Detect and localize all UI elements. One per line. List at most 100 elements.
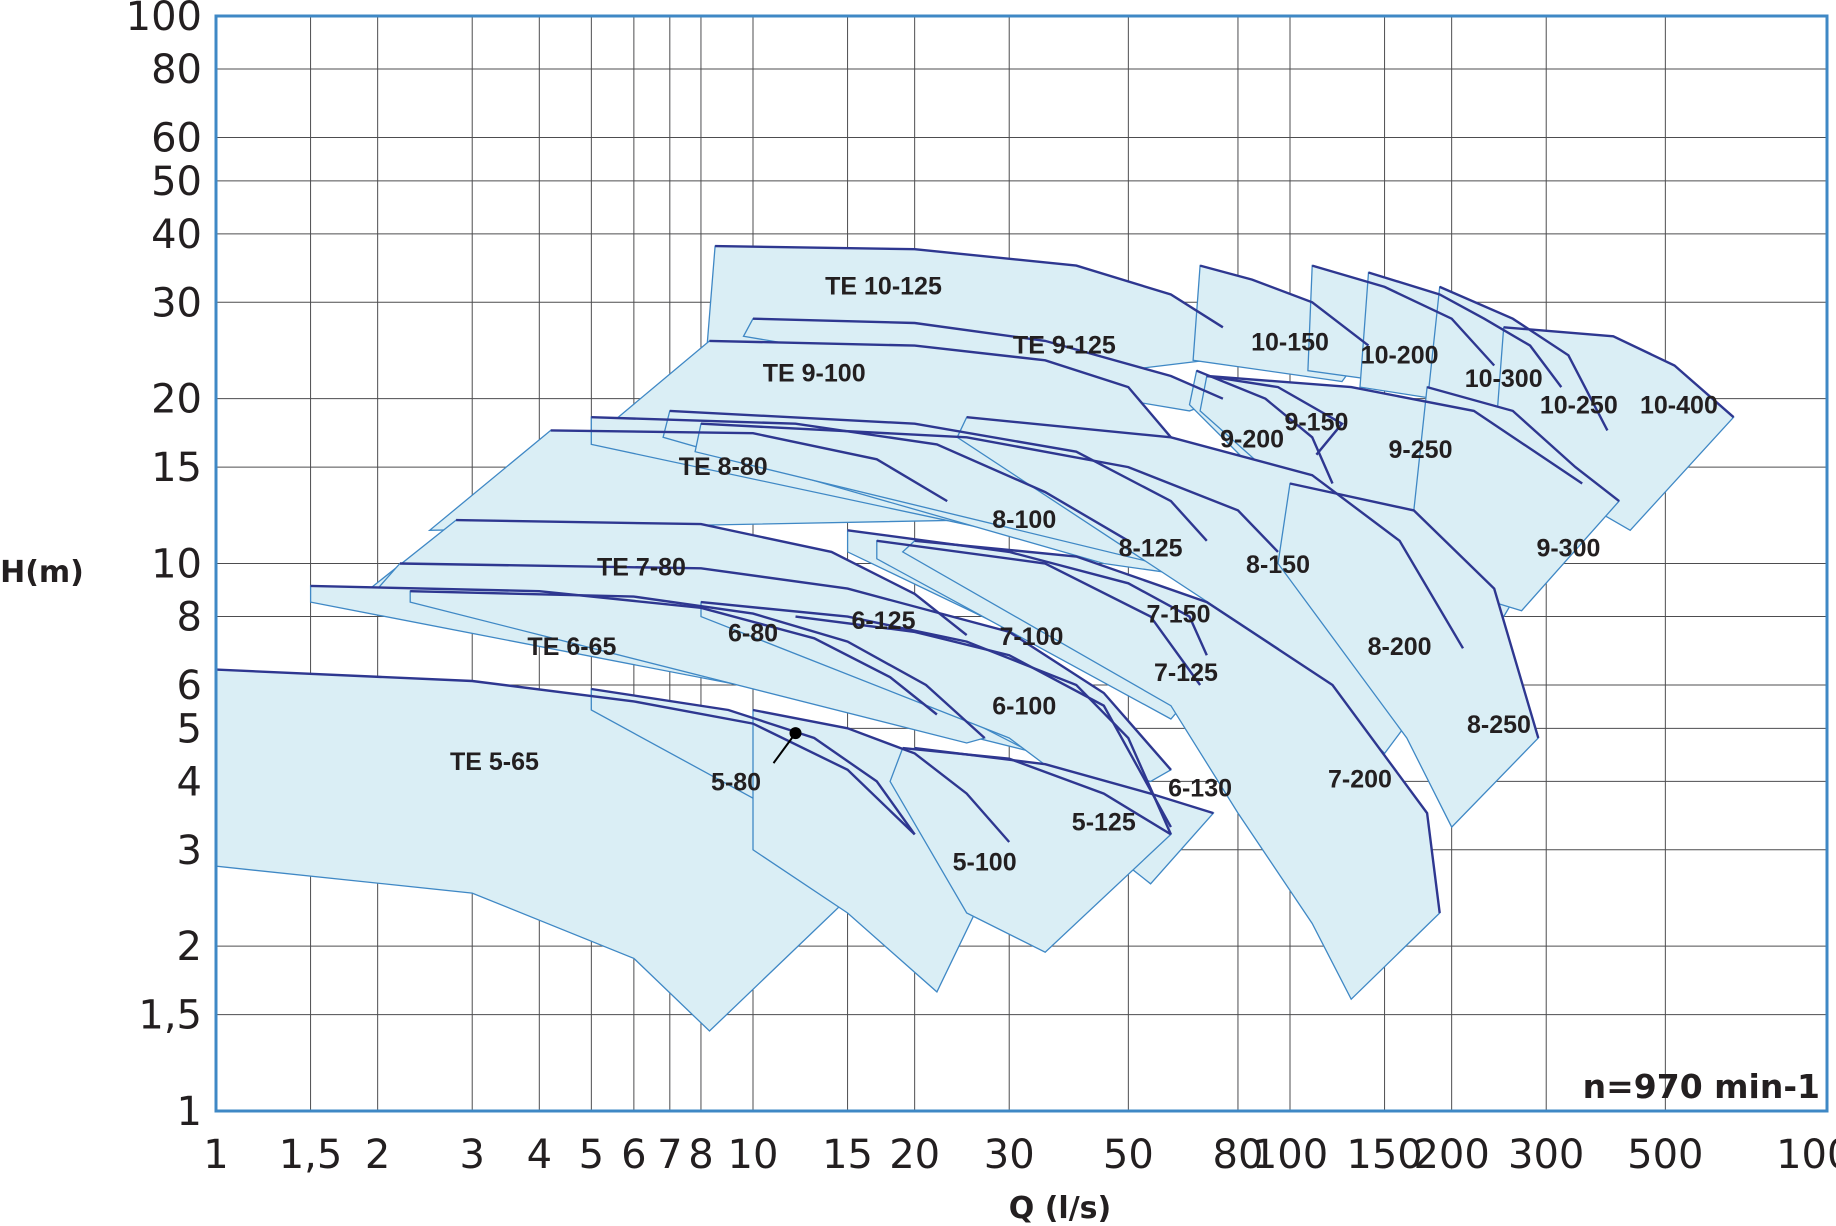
y-tick-label: 30: [151, 280, 202, 326]
operating-point-dot: [789, 727, 802, 740]
x-tick-label: 200: [1413, 1132, 1489, 1178]
label-te-5-65: TE 5-65: [450, 748, 539, 776]
x-tick-label: 30: [984, 1132, 1035, 1178]
operating-point: [772, 727, 802, 764]
head-curve-7-125: [876, 539, 1202, 686]
head-curve-7-200: [914, 539, 1441, 914]
plot-frame: [214, 14, 1829, 1113]
x-tick-label: 4: [527, 1132, 552, 1178]
label-5-125: 5-125: [1072, 809, 1136, 837]
label-9-150: 9-150: [1284, 408, 1348, 436]
pump-regions: [215, 245, 1735, 1032]
y-tick-label: 8: [177, 595, 202, 641]
y-tick-label: 20: [151, 377, 202, 423]
head-curve-5-80: [591, 687, 916, 836]
y-tick-label: 6: [177, 663, 202, 709]
label-8-200: 8-200: [1368, 633, 1432, 661]
y-tick-label: 50: [151, 159, 202, 205]
x-tick-label: 1,5: [279, 1132, 343, 1178]
x-tick-label: 8: [688, 1132, 713, 1178]
head-curve-9-250: [1206, 374, 1583, 485]
head-curve-10-200: [1311, 264, 1496, 367]
y-tick-label: 100: [126, 0, 202, 40]
head-curve-9-200: [1196, 369, 1334, 484]
head-curve-8-150: [700, 422, 1279, 553]
label-te-6-65: TE 6-65: [527, 633, 616, 661]
label-5-100: 5-100: [953, 848, 1017, 876]
label-10-400: 10-400: [1640, 391, 1718, 419]
label-te-10-125: TE 10-125: [825, 272, 942, 300]
x-tick-label: 1000: [1776, 1132, 1836, 1178]
label-10-200: 10-200: [1361, 341, 1439, 369]
y-tick-label: 5: [177, 706, 202, 752]
x-tick-label: 10: [728, 1132, 779, 1178]
x-tick-label: 100: [1252, 1132, 1328, 1178]
label-te-8-80: TE 8-80: [679, 453, 768, 481]
head-curve-8-100: [591, 416, 1129, 542]
x-tick-label: 3: [459, 1132, 484, 1178]
label-7-150: 7-150: [1147, 601, 1211, 629]
head-curve-9-150: [1206, 374, 1344, 456]
x-tick-label: 80: [1213, 1132, 1264, 1178]
label-6-80: 6-80: [728, 620, 778, 648]
label-8-125: 8-125: [1119, 534, 1183, 562]
head-curve-7-100: [399, 562, 1172, 771]
head-curve-10-400: [1503, 326, 1735, 419]
label-te-9-125: TE 9-125: [1013, 331, 1116, 359]
y-tick-label: 60: [151, 115, 202, 161]
x-tick-label: 300: [1508, 1132, 1584, 1178]
label-9-300: 9-300: [1536, 534, 1600, 562]
label-te-7-80: TE 7-80: [597, 554, 686, 582]
y-tick-label: 10: [151, 542, 202, 588]
y-tick-label: 1: [177, 1089, 202, 1135]
head-curve-5-125: [902, 746, 1172, 836]
y-tick-label: 80: [151, 47, 202, 93]
head-curve-9-300: [1426, 385, 1620, 503]
pump-head-curves: [215, 244, 1735, 914]
y-tick-label: 1,5: [138, 993, 202, 1039]
x-tick-label: 7: [657, 1132, 682, 1178]
label-10-150: 10-150: [1251, 328, 1329, 356]
label-7-200: 7-200: [1328, 765, 1392, 793]
x-axis-title: Q (l/s): [1009, 1191, 1111, 1226]
label-10-250: 10-250: [1540, 391, 1618, 419]
label-5-80: 5-80: [711, 768, 761, 796]
y-tick-label: 2: [177, 924, 202, 970]
y-tick-label: 4: [177, 759, 202, 805]
label-6-130: 6-130: [1168, 775, 1232, 803]
y-axis-title: H(m): [0, 555, 84, 590]
label-8-250: 8-250: [1467, 711, 1531, 739]
label-9-250: 9-250: [1389, 436, 1453, 464]
head-curve-6-125: [795, 615, 1172, 828]
label-9-200: 9-200: [1220, 425, 1284, 453]
y-tick-label: 15: [151, 445, 202, 491]
label-te-9-100: TE 9-100: [763, 359, 866, 387]
head-curve-te-10-125: [715, 244, 1224, 329]
head-curve-8-125: [669, 409, 1208, 542]
label-8-100: 8-100: [992, 506, 1056, 534]
head-curve-6-100: [700, 600, 1172, 835]
head-curve-8-250: [1289, 482, 1540, 739]
head-curve-6-80: [410, 590, 986, 739]
head-curve-te-9-125: [752, 317, 1224, 400]
label-8-150: 8-150: [1246, 551, 1310, 579]
head-curve-te-9-100: [709, 339, 1172, 439]
x-tick-label: 1: [203, 1132, 228, 1178]
x-tick-label: 5: [579, 1132, 604, 1178]
head-curve-8-200: [966, 416, 1465, 649]
x-tick-label: 6: [621, 1132, 646, 1178]
head-curve-te-8-80: [550, 429, 948, 503]
head-curve-5-100: [752, 708, 1011, 843]
label-7-100: 7-100: [999, 623, 1063, 651]
speed-annotation: n=970 min-1: [1583, 1067, 1820, 1106]
operating-point-leader: [772, 732, 797, 764]
y-tick-label: 3: [177, 828, 202, 874]
label-10-300: 10-300: [1465, 365, 1543, 393]
y-tick-label: 40: [151, 212, 202, 258]
label-6-100: 6-100: [992, 692, 1056, 720]
x-tick-label: 2: [365, 1132, 390, 1178]
